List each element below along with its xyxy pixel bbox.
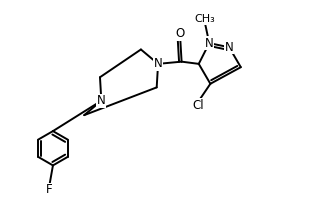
Text: Cl: Cl [192, 99, 204, 112]
Text: O: O [176, 27, 185, 40]
Text: F: F [46, 183, 52, 196]
Text: CH₃: CH₃ [195, 14, 216, 24]
Text: N: N [154, 57, 162, 70]
Text: N: N [225, 41, 233, 54]
Text: N: N [97, 94, 106, 107]
Text: N: N [205, 37, 214, 50]
